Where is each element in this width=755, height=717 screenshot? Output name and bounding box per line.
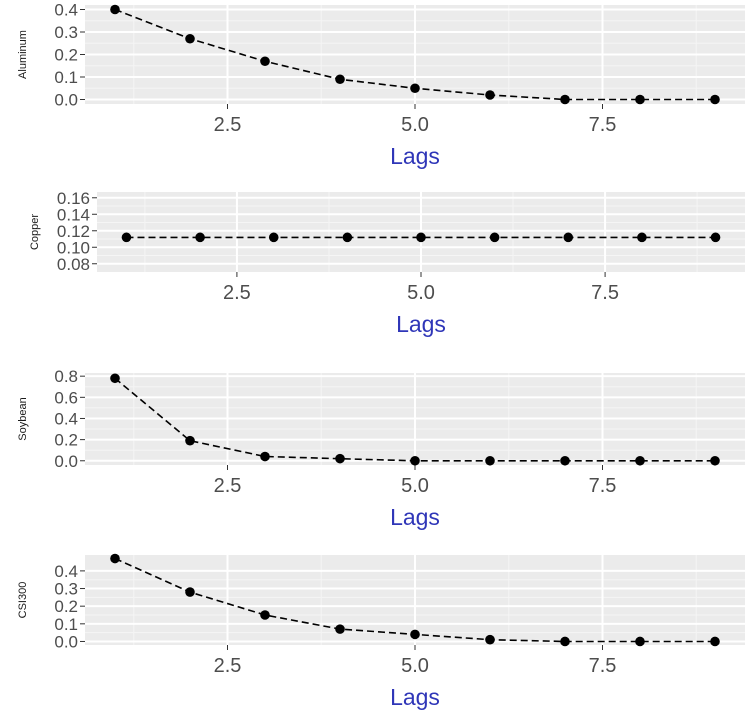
- data-point: [185, 587, 195, 597]
- y-tick-label: 0.1: [54, 68, 78, 87]
- data-point: [489, 232, 500, 243]
- panel-soybean: 0.0 0.2 0.4 0.6 0.8 2.5 5.0 7.5 Soybean Lags: [17, 367, 745, 530]
- x-tick-label: 2.5: [214, 655, 242, 677]
- x-axis-label: Lags: [390, 684, 440, 710]
- data-point: [416, 232, 426, 243]
- data-point: [185, 435, 195, 446]
- x-tick-label: 7.5: [589, 655, 617, 677]
- x-tick-label: 5.0: [401, 475, 429, 497]
- y-tick-label: 0.0: [54, 91, 78, 110]
- y-tick-label: 0.10: [57, 238, 90, 257]
- data-point: [710, 232, 721, 243]
- data-point: [342, 232, 353, 243]
- x-tick-label: 5.0: [401, 114, 429, 136]
- panel-csi300: 0.00.10.20.30.4 2.5 5.0 7.5 CSI300 Lags: [17, 553, 745, 710]
- data-point: [485, 455, 495, 466]
- y-tick-label: 0.08: [57, 255, 90, 274]
- y-tick-label: 0.4: [54, 1, 78, 20]
- panel-copper: 0.080.100.120.140.16 2.5 5.0 7.5 Copper Lags: [29, 189, 745, 337]
- data-point: [110, 373, 120, 384]
- data-point: [560, 94, 570, 105]
- data-point: [485, 634, 495, 645]
- data-point: [560, 636, 570, 647]
- y-tick-label: 0.3: [54, 580, 78, 599]
- data-point: [260, 56, 270, 67]
- y-axis-label: Soybean: [17, 397, 29, 440]
- y-tick-label: 0.2: [54, 431, 78, 450]
- data-point: [110, 4, 120, 15]
- data-point: [563, 232, 574, 243]
- y-tick-label: 0.14: [57, 205, 90, 224]
- data-point: [637, 232, 647, 243]
- data-point: [195, 232, 205, 243]
- y-tick-label: 0.1: [54, 615, 78, 634]
- y-tick-label: 0.8: [54, 367, 78, 386]
- data-point: [268, 232, 279, 243]
- x-tick-label: 2.5: [214, 114, 242, 136]
- y-tick-label: 0.0: [54, 452, 78, 471]
- data-point: [110, 553, 120, 564]
- data-point: [710, 94, 720, 105]
- data-point: [121, 232, 132, 243]
- y-tick-label: 0.3: [54, 23, 78, 42]
- data-point: [260, 451, 270, 462]
- y-tick-label: 0.12: [57, 222, 90, 241]
- y-axis-label: Copper: [29, 214, 41, 250]
- y-tick-label: 0.0: [54, 632, 78, 651]
- data-point: [710, 455, 720, 466]
- data-point: [410, 83, 420, 94]
- x-tick-label: 2.5: [214, 475, 242, 497]
- y-tick-label: 0.4: [54, 562, 78, 581]
- y-tick-label: 0.6: [54, 388, 78, 407]
- data-point: [335, 74, 345, 85]
- x-axis-label: Lags: [390, 143, 440, 169]
- data-point: [185, 33, 195, 44]
- x-tick-label: 2.5: [223, 282, 251, 304]
- x-tick-label: 5.0: [407, 282, 435, 304]
- x-axis-label: Lags: [396, 311, 446, 337]
- data-point: [635, 455, 645, 466]
- x-tick-label: 7.5: [589, 114, 617, 136]
- y-tick-label: 0.2: [54, 46, 78, 65]
- x-axis-label: Lags: [390, 504, 440, 530]
- data-point: [710, 636, 720, 647]
- data-point: [485, 90, 495, 100]
- y-tick-label: 0.16: [57, 189, 90, 208]
- panel-aluminum: 0.0 0.1 0.2 0.3 0.4 2.5 5.0 7.5 Aluminum Lags: [17, 1, 745, 169]
- data-point: [335, 453, 345, 464]
- data-point: [635, 636, 645, 647]
- data-point: [635, 94, 645, 105]
- y-tick-label: 0.4: [54, 409, 78, 428]
- y-tick-label: 0.2: [54, 597, 78, 616]
- data-point: [260, 610, 270, 620]
- x-tick-label: 7.5: [589, 475, 617, 497]
- x-tick-label: 7.5: [591, 282, 619, 304]
- data-point: [410, 629, 420, 640]
- y-axis-label: CSI300: [17, 582, 29, 619]
- data-point: [335, 624, 345, 634]
- data-point: [560, 455, 570, 466]
- y-axis-label: Aluminum: [17, 30, 29, 79]
- x-tick-label: 5.0: [401, 655, 429, 677]
- data-point: [410, 455, 420, 466]
